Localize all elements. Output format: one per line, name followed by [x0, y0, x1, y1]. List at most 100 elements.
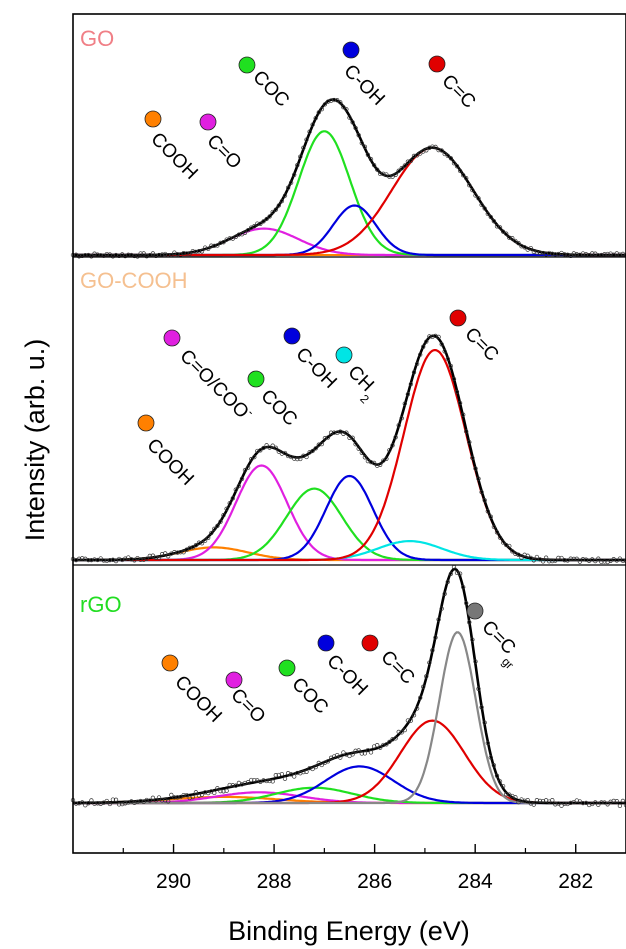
data-point: [150, 251, 156, 256]
data-point: [190, 794, 195, 800]
data-point: [224, 506, 229, 511]
data-point: [310, 448, 315, 454]
data-point: [451, 161, 457, 166]
data-point: [341, 105, 346, 110]
data-point: [199, 249, 205, 254]
data-point: [384, 456, 389, 461]
data-point: [338, 100, 343, 105]
data-point: [153, 555, 159, 560]
data-point: [227, 501, 232, 506]
peak-label: C=O/COO-: [175, 344, 257, 426]
data-point: [338, 755, 343, 760]
data-point: [371, 162, 377, 168]
component-curve: [73, 487, 626, 562]
data-point: [236, 232, 242, 237]
data-point: [144, 556, 149, 561]
data-point: [614, 799, 619, 804]
data-point: [76, 254, 82, 259]
component-curve: [73, 146, 626, 257]
panel-title: rGO: [80, 592, 122, 617]
data-point: [602, 252, 607, 257]
data-point: [310, 122, 315, 127]
data-point: [411, 153, 417, 159]
data-point: [476, 196, 481, 201]
data-point: [482, 206, 487, 211]
data-point: [319, 441, 324, 447]
data-point: [482, 498, 487, 503]
data-point: [620, 558, 626, 563]
component-curve: [73, 204, 626, 257]
data-point: [335, 98, 340, 103]
data-point: [504, 231, 509, 236]
data-point: [568, 556, 573, 561]
data-point: [73, 801, 79, 806]
data-point: [436, 334, 441, 340]
data-point: [599, 800, 604, 805]
data-point: [494, 773, 500, 778]
data-point: [418, 151, 423, 156]
y-axis-title: Intensity (arb. u.): [20, 339, 50, 542]
peak-label: COC: [256, 386, 301, 431]
peak-label: C=Cgr: [472, 617, 527, 672]
data-point: [414, 706, 420, 711]
data-point: [344, 107, 349, 112]
data-point: [516, 552, 521, 557]
data-point: [424, 674, 429, 679]
data-point: [461, 584, 466, 590]
data-point: [144, 797, 149, 803]
data-point: [436, 147, 441, 153]
data-point: [215, 786, 220, 791]
data-point: [562, 252, 567, 257]
data-point: [261, 219, 266, 224]
data-point: [218, 240, 223, 246]
peak-marker: [247, 370, 265, 388]
data-point: [245, 227, 251, 233]
data-point: [565, 558, 570, 563]
data-point: [424, 339, 429, 344]
data-point: [166, 554, 171, 559]
data-point: [454, 389, 460, 395]
data-point: [390, 443, 395, 448]
data-point: [344, 430, 349, 435]
component-curve: [73, 464, 626, 562]
peak-marker: [163, 329, 181, 347]
peak-marker: [449, 309, 467, 327]
data-point: [507, 543, 512, 549]
data-point: [202, 538, 208, 543]
data-point: [583, 252, 589, 257]
data-point: [602, 800, 607, 805]
data-point: [510, 549, 515, 554]
data-point: [328, 98, 334, 103]
data-point: [571, 556, 576, 562]
peak-label: C=C: [376, 647, 418, 689]
data-point: [350, 435, 355, 440]
data-point: [580, 557, 586, 562]
peak-label: C-OH: [339, 61, 388, 110]
data-point: [479, 705, 484, 710]
data-point: [482, 720, 487, 725]
data-point: [430, 648, 435, 653]
data-point: [457, 571, 463, 576]
data-point: [448, 156, 454, 161]
data-point: [464, 176, 469, 181]
data-point: [270, 209, 275, 215]
data-point: [288, 772, 294, 777]
data-point: [571, 251, 576, 256]
data-point: [399, 166, 404, 171]
data-point: [384, 742, 389, 747]
data-point: [282, 193, 288, 198]
data-point: [470, 455, 475, 461]
data-point: [267, 778, 272, 784]
data-point: [304, 454, 309, 460]
x-tick-label: 290: [156, 870, 191, 893]
peak-label: C=C: [437, 71, 479, 113]
data-point: [224, 788, 229, 793]
data-point: [522, 245, 527, 250]
data-point: [126, 555, 131, 560]
data-point: [292, 172, 297, 177]
data-point: [172, 795, 177, 800]
peak-marker: [466, 602, 484, 620]
data-point: [175, 550, 180, 555]
data-point: [209, 530, 214, 536]
data-point: [375, 167, 380, 172]
